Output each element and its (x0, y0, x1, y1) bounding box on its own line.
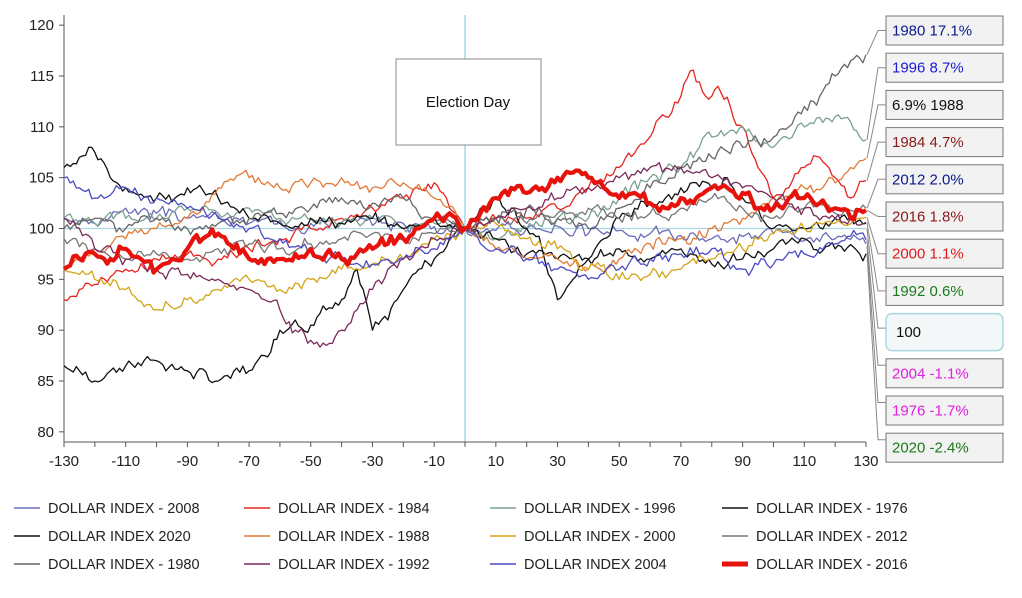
legend-label: DOLLAR INDEX - 2016 (756, 557, 908, 573)
x-tick-label: -110 (111, 453, 140, 470)
end-label-box (885, 432, 1004, 463)
legend-label: DOLLAR INDEX - 1988 (278, 529, 430, 545)
x-tick-label: 10 (488, 453, 505, 470)
end-label-connector (866, 228, 886, 329)
y-tick-label: 85 (37, 373, 54, 390)
end-label-text: 2012 2.0% (892, 171, 964, 188)
y-tick-label: 120 (29, 17, 54, 34)
y-tick-label: 95 (37, 271, 54, 288)
end-label-box (885, 201, 1004, 232)
end-label-box (885, 164, 1004, 195)
y-tick-label: 100 (29, 221, 54, 238)
x-tick-label: -90 (177, 453, 199, 470)
x-tick-label: 50 (611, 453, 628, 470)
end-label-box (885, 312, 1004, 352)
y-tick-label: 90 (37, 322, 54, 339)
end-label-connector (866, 104, 886, 159)
end-label-connector (866, 222, 886, 292)
y-tick-label: 115 (30, 68, 54, 85)
end-label-box (885, 275, 1004, 306)
end-label-connector (866, 245, 886, 403)
series-lines (62, 54, 868, 384)
end-label-box (885, 358, 1004, 389)
x-tick-label: -30 (362, 453, 384, 470)
x-tick-label: -130 (49, 453, 79, 470)
end-label-connector (866, 252, 886, 441)
end-label-box (885, 238, 1004, 269)
end-label-text: 1996 8.7% (892, 60, 964, 77)
x-tick-label: -50 (300, 453, 322, 470)
end-label-text: 100 (896, 324, 921, 341)
end-label-text: 1980 17.1% (892, 23, 972, 40)
x-tick-label: 90 (734, 453, 751, 470)
end-label-connector (866, 30, 886, 55)
end-label-box (885, 395, 1004, 426)
legend-label: DOLLAR INDEX - 1980 (48, 557, 200, 573)
annotation-text: Election Day (426, 94, 511, 111)
x-tick-label: 130 (853, 453, 878, 470)
end-label-text: 1976 -1.7% (892, 403, 969, 420)
end-label-text: 2004 -1.1% (892, 365, 969, 382)
y-tick-label: 110 (30, 119, 54, 136)
legend-label: DOLLAR INDEX - 1996 (524, 501, 676, 517)
x-tick-label: -10 (423, 453, 445, 470)
end-label-box (885, 15, 1004, 46)
legend-label: DOLLAR INDEX - 2008 (48, 501, 200, 517)
axes: 80 85 90 95 100 105 110 115 120 -130 -110 -90 -70 -50… (29, 15, 879, 470)
end-label-connector (866, 217, 886, 255)
legend-label: DOLLAR INDEX - 1984 (278, 501, 430, 517)
end-label-box (885, 52, 1004, 83)
end-label-text: 6.9% 1988 (892, 97, 964, 114)
legend-label: DOLLAR INDEX 2020 (48, 529, 191, 545)
legend-label: DOLLAR INDEX - 1976 (756, 501, 908, 517)
series-line (62, 168, 868, 275)
x-tick-label: 110 (792, 453, 816, 470)
end-label-box (885, 89, 1004, 120)
legend: DOLLAR INDEX - 2008 DOLLAR INDEX - 1984 DO… (14, 501, 908, 573)
end-label-box (885, 127, 1004, 158)
y-tick-label: 105 (29, 170, 54, 187)
election-day-annotation: Election Day (395, 58, 542, 146)
legend-label: DOLLAR INDEX 2004 (524, 557, 667, 573)
x-tick-label: 70 (673, 453, 690, 470)
end-label-connector (866, 141, 886, 181)
end-label-text: 2016 1.8% (892, 209, 964, 226)
legend-label: DOLLAR INDEX - 2012 (756, 529, 908, 545)
end-label-text: 2000 1.1% (892, 246, 964, 263)
end-label-connector (866, 239, 886, 366)
legend-label: DOLLAR INDEX - 1992 (278, 557, 430, 573)
end-label-connector (866, 67, 886, 141)
end-label-connectors (866, 30, 886, 441)
end-label-text: 2020 -2.4% (892, 440, 969, 457)
end-labels: 1980 17.1% 1996 8.7% 6.9% 1988 1984 4.7% 201… (885, 15, 1004, 463)
end-label-connector (866, 209, 886, 217)
legend-label: DOLLAR INDEX - 2000 (524, 529, 676, 545)
end-label-connector (866, 178, 886, 209)
end-label-text: 1984 4.7% (892, 134, 964, 151)
annotation-box (395, 58, 542, 146)
end-label-text: 1992 0.6% (892, 283, 964, 300)
x-tick-label: 30 (549, 453, 566, 470)
x-tick-label: -70 (238, 453, 260, 470)
y-tick-label: 80 (37, 424, 54, 441)
